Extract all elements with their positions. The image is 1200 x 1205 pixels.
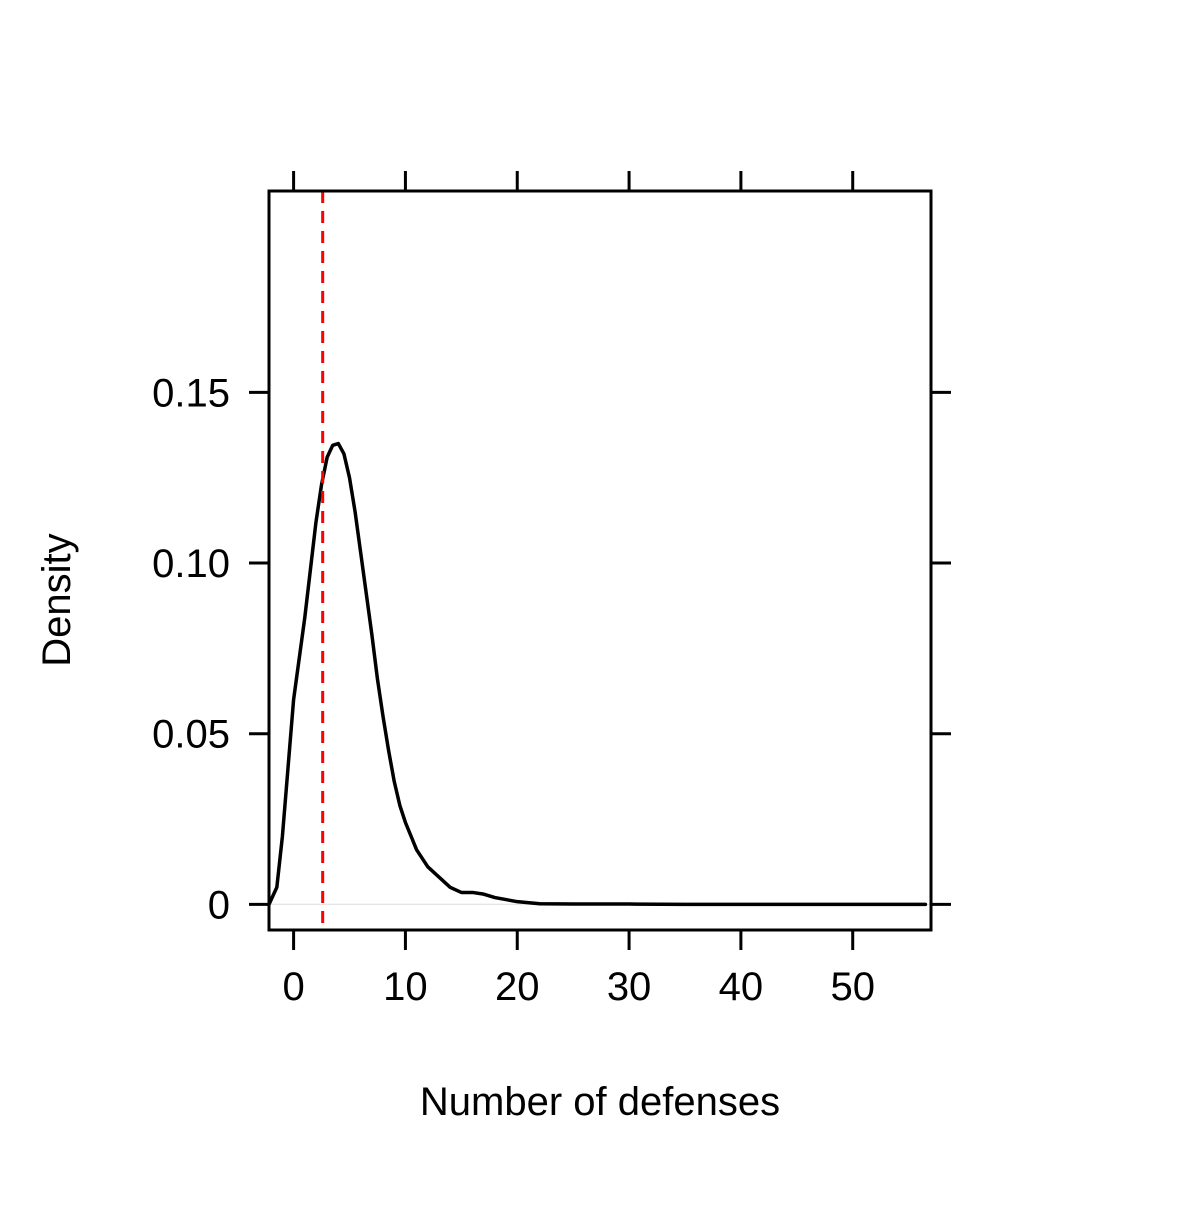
x-tick-label: 50 — [830, 965, 875, 1009]
density-curve-0 — [267, 441, 928, 907]
y-tick-label: 0.05 — [152, 713, 230, 757]
density-curve-layer — [267, 441, 928, 907]
y-tick-label: 0 — [208, 883, 230, 927]
y-axis-ticks: 0 0.05 0.10 0.15 — [152, 371, 951, 927]
y-tick-label: 0.15 — [152, 371, 230, 415]
y-tick-label: 0.10 — [152, 542, 230, 586]
x-axis-title: Number of defenses — [420, 1080, 780, 1124]
x-tick-label: 10 — [383, 965, 428, 1009]
x-tick-label: 40 — [719, 965, 764, 1009]
x-tick-label: 0 — [282, 965, 304, 1009]
y-axis-title: Density — [35, 533, 79, 666]
x-axis-ticks: 0 10 20 30 40 50 — [282, 171, 875, 1009]
x-tick-label: 20 — [495, 965, 540, 1009]
plot-frame — [267, 189, 933, 932]
x-tick-label: 30 — [607, 965, 652, 1009]
